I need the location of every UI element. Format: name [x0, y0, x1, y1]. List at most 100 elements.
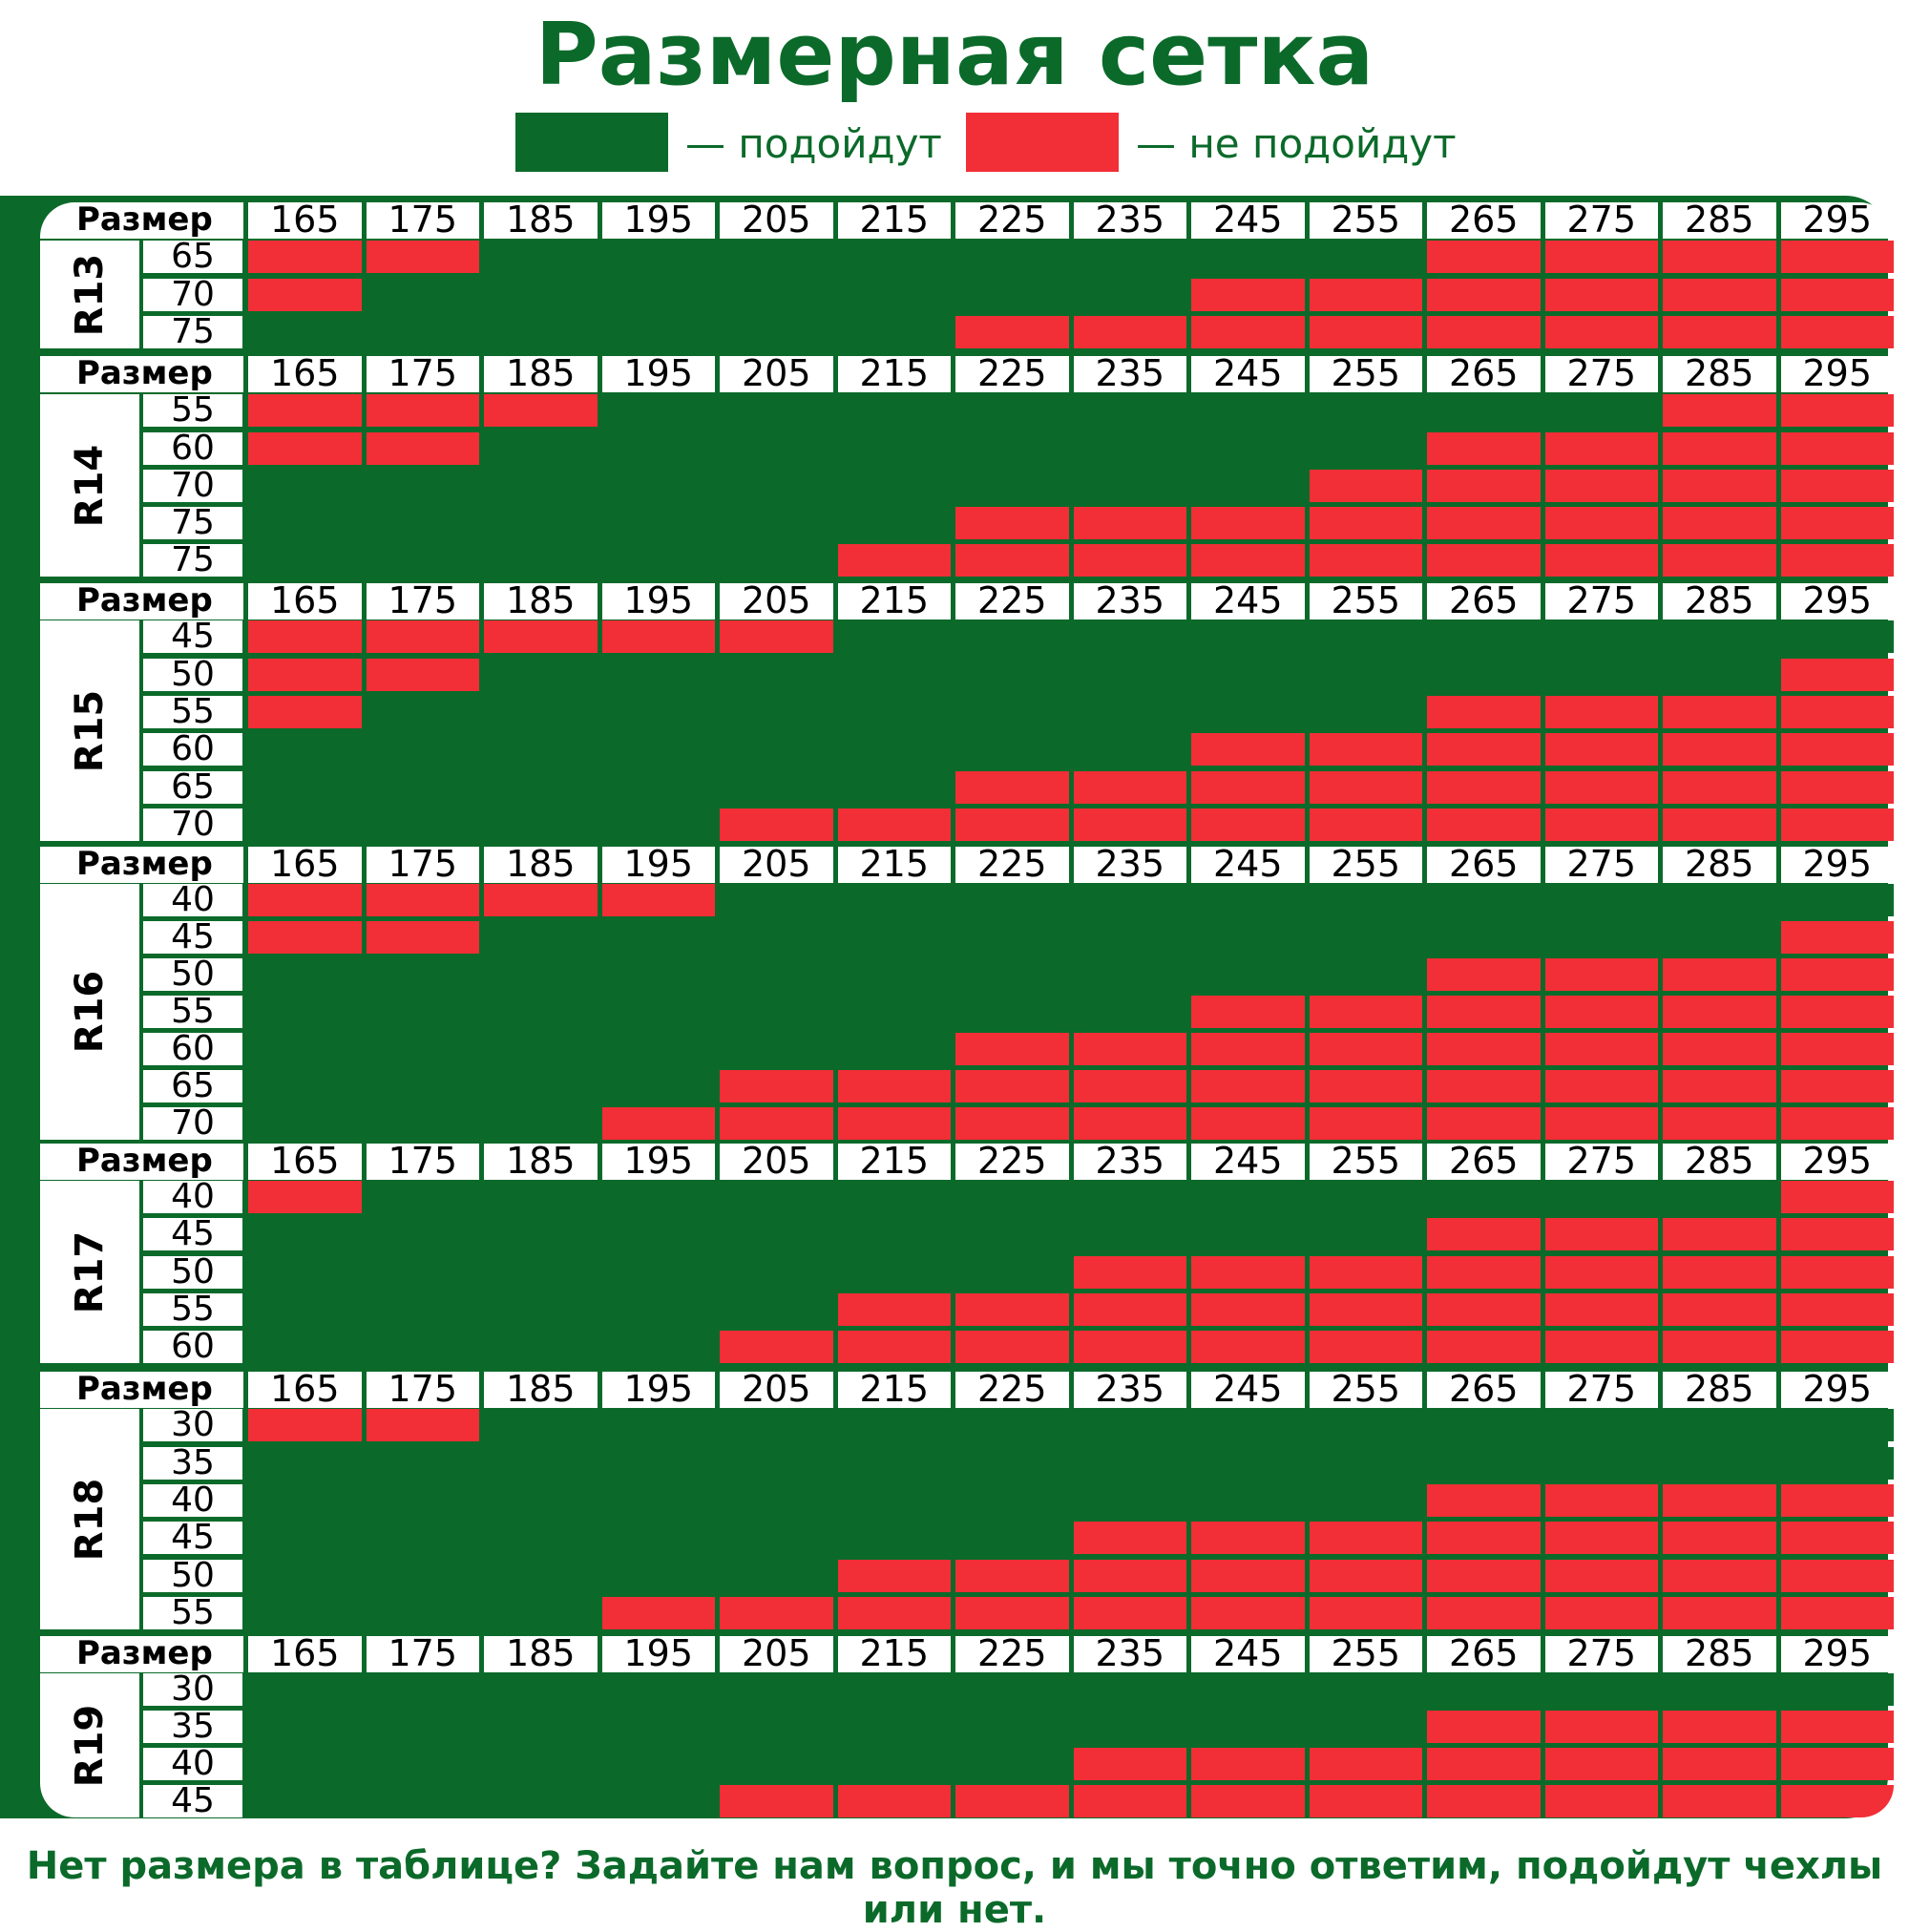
fit-cell	[1073, 432, 1186, 465]
profile-label: 40	[143, 1748, 242, 1780]
fit-cell	[484, 1331, 598, 1363]
width-header-205: 205	[720, 847, 833, 883]
fit-cell	[837, 544, 951, 577]
fit-cell	[1427, 696, 1541, 728]
profile-label: 50	[143, 958, 242, 991]
fit-cell	[601, 1748, 715, 1780]
fit-cell	[1191, 884, 1305, 916]
fit-cell	[1309, 921, 1422, 954]
rim-label-cell: R16	[40, 884, 139, 1140]
fit-cell	[1544, 771, 1658, 804]
fit-cell	[1427, 1447, 1541, 1480]
fit-cell	[837, 996, 951, 1028]
width-header-295: 295	[1780, 1372, 1894, 1408]
fit-cell	[720, 1673, 833, 1706]
fit-cell	[837, 1070, 951, 1102]
profile-label: 40	[143, 884, 242, 916]
fit-cell	[1309, 432, 1422, 465]
fit-cell	[720, 808, 833, 841]
fit-cell	[1544, 996, 1658, 1028]
rim-label: R19	[68, 1704, 112, 1787]
fit-cell	[1191, 1256, 1305, 1289]
fit-cell	[1427, 1409, 1541, 1441]
fit-cell	[366, 1560, 479, 1592]
fit-cell	[1427, 544, 1541, 577]
rim-label: R15	[68, 689, 112, 772]
width-header-275: 275	[1544, 583, 1658, 620]
fit-cell	[1780, 771, 1894, 804]
rim-label-cell: R18	[40, 1409, 139, 1629]
width-header-225: 225	[955, 356, 1069, 392]
fit-cell	[1663, 1597, 1776, 1629]
fit-cell	[601, 696, 715, 728]
fit-cell	[1427, 1785, 1541, 1817]
width-header-265: 265	[1427, 202, 1541, 239]
fit-cell	[837, 1181, 951, 1213]
fit-cell	[248, 1181, 362, 1213]
fit-cell	[366, 921, 479, 954]
fit-cell	[1191, 996, 1305, 1028]
fit-cell	[366, 958, 479, 991]
fit-cell	[837, 1785, 951, 1817]
profile-label: 45	[143, 1522, 242, 1554]
fit-cell	[1309, 241, 1422, 273]
fit-cell	[1309, 1748, 1422, 1780]
fit-cell	[955, 1409, 1069, 1441]
fit-cell	[1544, 507, 1658, 539]
width-header-235: 235	[1073, 1144, 1186, 1180]
width-header-215: 215	[837, 1636, 951, 1672]
fit-cell	[1073, 1033, 1186, 1065]
fit-cell	[248, 544, 362, 577]
fit-cell	[1544, 241, 1658, 273]
fit-cell	[1309, 507, 1422, 539]
fit-cell	[484, 696, 598, 728]
fit-cell	[484, 470, 598, 502]
profile-label: 70	[143, 808, 242, 841]
width-header-295: 295	[1780, 1144, 1894, 1180]
fit-cell	[1544, 1218, 1658, 1250]
fit-cell	[1073, 1181, 1186, 1213]
fit-cell	[720, 1331, 833, 1363]
fit-cell	[248, 1447, 362, 1480]
fit-cell	[1191, 620, 1305, 653]
fit-cell	[484, 316, 598, 348]
fit-cell	[1544, 1447, 1658, 1480]
fit-cell	[720, 921, 833, 954]
width-header-245: 245	[1191, 1372, 1305, 1408]
fit-cell	[837, 1597, 951, 1629]
fit-cell	[1544, 1785, 1658, 1817]
width-header-205: 205	[720, 1372, 833, 1408]
fit-cell	[837, 241, 951, 273]
fit-cell	[1309, 1597, 1422, 1629]
fit-cell	[248, 1711, 362, 1743]
fit-cell	[720, 279, 833, 311]
fit-cell	[955, 1673, 1069, 1706]
fit-cell	[484, 1597, 598, 1629]
fit-cell	[1427, 1748, 1541, 1780]
fit-cell	[1191, 241, 1305, 273]
width-header-215: 215	[837, 1144, 951, 1180]
header-label: Размер	[40, 202, 243, 239]
profile-label: 40	[143, 1484, 242, 1517]
fit-cell	[837, 507, 951, 539]
fit-cell	[1191, 771, 1305, 804]
fit-cell	[955, 659, 1069, 691]
fit-cell	[1663, 507, 1776, 539]
header-label: Размер	[40, 847, 243, 883]
width-header-285: 285	[1663, 356, 1776, 392]
fit-cell	[601, 1033, 715, 1065]
fit-cell	[1663, 1748, 1776, 1780]
fit-cell	[248, 808, 362, 841]
fit-cell	[720, 620, 833, 653]
fit-cell	[1780, 241, 1894, 273]
fit-cell	[1191, 1597, 1305, 1629]
width-header-175: 175	[366, 1144, 479, 1180]
fit-cell	[366, 884, 479, 916]
fit-cell	[1191, 958, 1305, 991]
width-header-165: 165	[248, 1636, 362, 1672]
fit-cell	[955, 1748, 1069, 1780]
fit-cell	[1780, 1673, 1894, 1706]
width-header-255: 255	[1309, 1144, 1422, 1180]
fit-cell	[484, 808, 598, 841]
fit-cell	[1309, 1331, 1422, 1363]
